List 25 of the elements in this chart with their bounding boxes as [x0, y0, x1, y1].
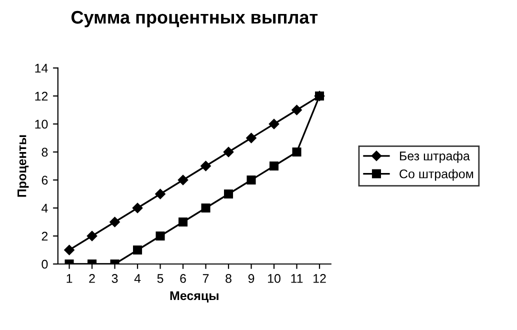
- y-tick-label: 4: [42, 204, 48, 213]
- x-tick-label: 11: [291, 274, 303, 283]
- y-tick-label: 2: [42, 232, 48, 241]
- y-tick-label: 14: [35, 64, 48, 73]
- x-axis-title: Месяцы: [170, 291, 218, 302]
- y-tick-label: 6: [42, 176, 48, 185]
- x-tick-label: 12: [314, 274, 326, 283]
- x-tick-label: 3: [112, 274, 118, 283]
- y-tick-label: 8: [42, 148, 48, 157]
- x-tick-label: 5: [157, 274, 164, 283]
- x-tick-label: 1: [66, 274, 72, 283]
- x-tick-label: 7: [202, 274, 209, 283]
- x-tick-label: 10: [268, 274, 280, 283]
- y-tick-label: 10: [35, 120, 48, 129]
- y-tick-label: 0: [42, 260, 48, 269]
- y-tick-label: 12: [35, 92, 48, 101]
- x-tick-label: 4: [134, 274, 141, 283]
- y-axis-title: Проценты: [18, 135, 29, 197]
- chart-title: Сумма процентных выплат: [71, 10, 318, 28]
- legend-label: Со штрафом: [400, 169, 474, 181]
- x-tick-label: 8: [226, 274, 232, 283]
- x-tick-label: 9: [248, 274, 254, 283]
- legend-label: Без штрафа: [400, 151, 470, 163]
- x-tick-label: 2: [89, 274, 95, 283]
- x-tick-label: 6: [180, 274, 186, 283]
